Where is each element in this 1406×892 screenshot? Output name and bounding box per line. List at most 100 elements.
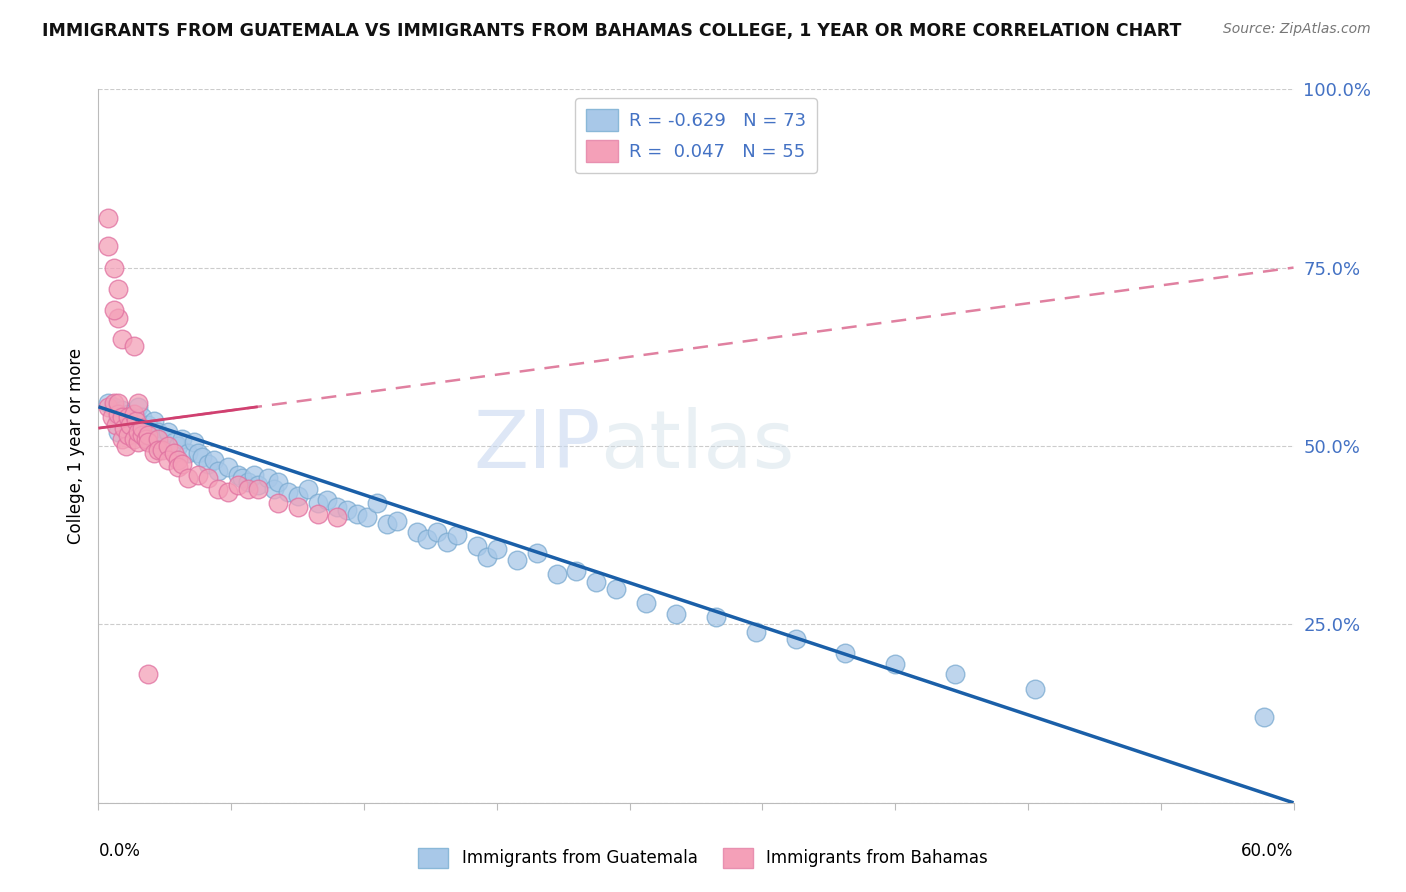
Point <box>287 489 309 503</box>
Point <box>446 528 468 542</box>
Point <box>127 435 149 450</box>
Point <box>217 460 239 475</box>
Point <box>148 425 170 439</box>
Point <box>107 425 129 439</box>
Point <box>436 535 458 549</box>
Point <box>546 567 568 582</box>
Point <box>172 432 194 446</box>
Point <box>236 475 259 489</box>
Point <box>167 460 190 475</box>
Point <box>136 435 159 450</box>
Point <box>375 517 398 532</box>
Point <box>163 446 186 460</box>
Point <box>124 432 146 446</box>
Point <box>125 414 148 428</box>
Point <box>336 503 359 517</box>
Point <box>426 524 449 539</box>
Point <box>745 624 768 639</box>
Point <box>127 396 149 410</box>
Point <box>103 260 125 275</box>
Point <box>157 453 180 467</box>
Point <box>565 564 588 578</box>
Point <box>416 532 439 546</box>
Point <box>465 539 488 553</box>
Point <box>97 239 120 253</box>
Point <box>506 553 529 567</box>
Point <box>111 410 134 425</box>
Point <box>226 478 249 492</box>
Point <box>105 417 128 432</box>
Point <box>475 549 498 564</box>
Point <box>135 432 157 446</box>
Text: ZIP: ZIP <box>472 407 600 485</box>
Point <box>101 410 124 425</box>
Point <box>177 471 200 485</box>
Point <box>297 482 319 496</box>
Point <box>148 432 170 446</box>
Point <box>177 446 200 460</box>
Point <box>124 407 146 421</box>
Point <box>167 439 190 453</box>
Point <box>485 542 508 557</box>
Point <box>97 211 120 225</box>
Point <box>307 507 329 521</box>
Point <box>111 432 134 446</box>
Point <box>197 471 219 485</box>
Point <box>346 507 368 521</box>
Point <box>1253 710 1275 724</box>
Point <box>157 439 180 453</box>
Y-axis label: College, 1 year or more: College, 1 year or more <box>66 348 84 544</box>
Point <box>115 439 138 453</box>
Point <box>103 396 125 410</box>
Text: Source: ZipAtlas.com: Source: ZipAtlas.com <box>1223 22 1371 37</box>
Point <box>187 467 209 482</box>
Point <box>187 446 209 460</box>
Point <box>117 417 139 432</box>
Legend: Immigrants from Guatemala, Immigrants from Bahamas: Immigrants from Guatemala, Immigrants fr… <box>412 841 994 875</box>
Point <box>172 457 194 471</box>
Point <box>316 492 339 507</box>
Point <box>207 464 229 478</box>
Point <box>243 467 266 482</box>
Point <box>111 332 134 346</box>
Point <box>131 410 153 425</box>
Point <box>356 510 378 524</box>
Point <box>267 496 290 510</box>
Point <box>163 435 186 450</box>
Point <box>131 421 153 435</box>
Point <box>136 428 159 442</box>
Point <box>131 428 153 442</box>
Point <box>385 514 409 528</box>
Point <box>636 596 658 610</box>
Point <box>107 407 129 421</box>
Point <box>263 482 285 496</box>
Point <box>943 667 966 681</box>
Point <box>150 442 173 457</box>
Point <box>366 496 388 510</box>
Point <box>117 428 139 442</box>
Point <box>107 410 129 425</box>
Point <box>526 546 548 560</box>
Point <box>97 400 120 414</box>
Point <box>167 453 190 467</box>
Point <box>107 310 129 325</box>
Point <box>1024 681 1046 696</box>
Point <box>256 471 278 485</box>
Point <box>97 396 120 410</box>
Point <box>117 407 139 421</box>
Point <box>585 574 607 589</box>
Point <box>277 485 299 500</box>
Point <box>665 607 688 621</box>
Point <box>236 482 259 496</box>
Point <box>406 524 429 539</box>
Text: IMMIGRANTS FROM GUATEMALA VS IMMIGRANTS FROM BAHAMAS COLLEGE, 1 YEAR OR MORE COR: IMMIGRANTS FROM GUATEMALA VS IMMIGRANTS … <box>42 22 1181 40</box>
Point <box>127 425 149 439</box>
Point <box>136 417 159 432</box>
Point <box>326 500 349 514</box>
Point <box>246 478 269 492</box>
Text: atlas: atlas <box>600 407 794 485</box>
Point <box>143 414 166 428</box>
Point <box>207 482 229 496</box>
Point <box>112 421 135 435</box>
Point <box>202 453 225 467</box>
